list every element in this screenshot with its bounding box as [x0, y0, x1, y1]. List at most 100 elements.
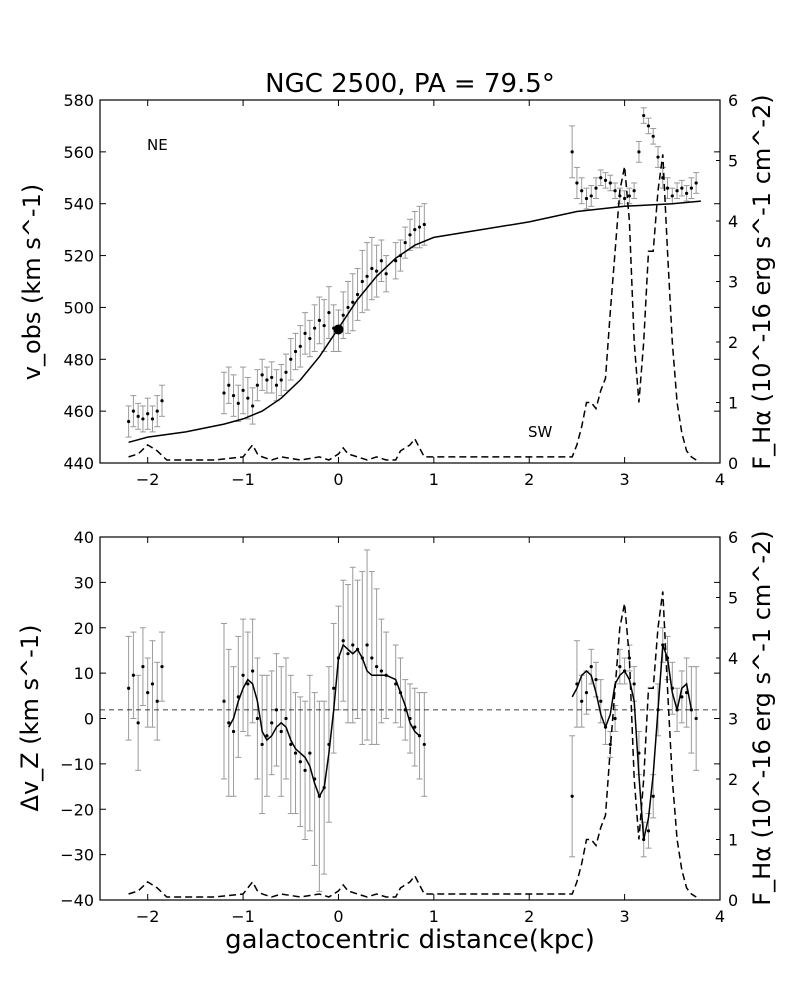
- top-ticks: 440 460 480 500 520 540 560 580 0 1 2 3 4 5 6 −2 −1 0 1 2 3 4: [63, 91, 738, 489]
- top-data-point: [303, 331, 307, 335]
- bottom-data-point: [260, 742, 264, 747]
- bottom-xtick-label: 0: [333, 907, 343, 926]
- bottom-data-point: [293, 751, 298, 755]
- bottom-data-point: [308, 751, 312, 755]
- bottom-xtick-label: 1: [429, 907, 439, 926]
- bottom-data-point: [131, 673, 135, 677]
- annotation-ne: NE: [147, 136, 168, 154]
- bottom-data-point: [303, 768, 307, 772]
- systemic-velocity-marker: [333, 324, 344, 335]
- top-data-point: [675, 189, 679, 193]
- top-data-point: [227, 383, 231, 387]
- top-data-point: [384, 272, 388, 276]
- top-data-point: [608, 181, 612, 185]
- top-ytick-label: 440: [63, 454, 94, 473]
- bottom-xtick-label: −1: [231, 907, 255, 926]
- top-data-point: [270, 375, 274, 380]
- bottom-data-point: [632, 682, 636, 686]
- top-data-point: [651, 134, 655, 138]
- top-data-point: [131, 409, 135, 413]
- top-xtick-label: −2: [136, 470, 160, 489]
- bottom-ytick-label: −30: [60, 846, 94, 865]
- bottom-data-point: [246, 682, 250, 686]
- top-marks: [125, 107, 701, 461]
- top-data-point: [627, 194, 631, 198]
- bottom-data-point: [651, 794, 655, 798]
- bottom-data-point: [413, 725, 417, 729]
- top-data-point: [341, 313, 345, 317]
- bottom-data-point: [136, 721, 140, 725]
- bottom-ytick-label: 30: [74, 573, 94, 592]
- top-panel: NGC 2500, PA = 79.5° 4404604805005205405…: [18, 69, 776, 489]
- bottom-data-point: [160, 665, 164, 669]
- top-ytick-label: 500: [63, 298, 94, 317]
- bottom-data-point: [680, 695, 684, 699]
- top-data-point: [327, 311, 331, 315]
- top-data-point: [656, 155, 660, 159]
- bottom-data-point: [141, 665, 145, 669]
- bottom-data-point: [599, 699, 603, 703]
- top-right-ylabel: F_Hα (10^-16 erg s^-1 cm^-2): [748, 94, 776, 469]
- bottom-data-point: [618, 665, 622, 669]
- top-data-point: [255, 383, 259, 387]
- top-data-point: [408, 233, 412, 237]
- top-ytick-label: 460: [63, 402, 94, 421]
- bottom-h-flux-line: [128, 591, 697, 898]
- top-data-point: [351, 300, 355, 304]
- bottom-data-point: [370, 656, 374, 660]
- top-data-point: [613, 189, 617, 193]
- top-data-point: [289, 357, 293, 361]
- top-data-point: [599, 176, 603, 180]
- top-ytick-label: 520: [63, 247, 94, 266]
- top-ytick-right-label: 0: [728, 454, 738, 473]
- bottom-data-point: [146, 690, 150, 695]
- top-data-point: [632, 189, 636, 193]
- bottom-ytick-label: 40: [74, 528, 94, 547]
- top-data-point: [265, 378, 269, 382]
- bottom-data-point: [613, 716, 617, 721]
- top-data-point: [637, 150, 641, 154]
- top-rotation-curve-model-line: [128, 200, 701, 444]
- bottom-xtick-label: 2: [524, 907, 534, 926]
- top-xtick-label: 1: [429, 470, 439, 489]
- bottom-data-point: [379, 669, 383, 673]
- top-data-point: [308, 336, 312, 341]
- top-plot-frame: [99, 99, 721, 464]
- bottom-ytick-label: −40: [60, 891, 94, 910]
- bottom-data-point: [694, 716, 698, 721]
- top-data-point: [298, 344, 302, 348]
- bottom-data-point: [332, 686, 336, 690]
- top-data-point: [136, 414, 140, 418]
- bottom-data-point: [127, 686, 131, 690]
- top-data-point: [589, 194, 593, 198]
- top-ytick-right-label: 6: [728, 91, 738, 110]
- top-data-point: [665, 186, 670, 190]
- bottom-ytick-right-label: 2: [728, 770, 738, 789]
- top-data-point: [260, 373, 264, 377]
- bottom-data-point: [241, 673, 245, 677]
- annotation-sw: SW: [528, 423, 553, 441]
- top-h-flux-line: [128, 154, 697, 461]
- bottom-data-point: [346, 652, 350, 656]
- top-data-point: [293, 349, 298, 354]
- top-ytick-right-label: 4: [728, 212, 738, 231]
- top-data-point: [313, 326, 317, 330]
- top-xtick-label: 2: [524, 470, 534, 489]
- top-data-point: [584, 196, 589, 201]
- bottom-ytick-label: 20: [74, 619, 94, 638]
- top-ytick-label: 580: [63, 91, 94, 110]
- bottom-ytick-label: 0: [84, 710, 94, 729]
- bottom-data-point: [608, 742, 612, 747]
- bottom-data-point: [274, 708, 279, 712]
- top-data-point: [370, 266, 374, 271]
- top-ytick-label: 540: [63, 195, 94, 214]
- top-data-point: [160, 399, 164, 403]
- bottom-right-ylabel: F_Hα (10^-16 erg s^-1 cm^-2): [748, 530, 776, 905]
- bottom-data-point: [231, 729, 236, 734]
- bottom-data-point: [289, 742, 293, 747]
- bottom-data-point: [265, 734, 269, 738]
- top-data-point: [141, 417, 145, 421]
- top-data-point: [346, 305, 350, 310]
- top-data-point: [231, 393, 236, 398]
